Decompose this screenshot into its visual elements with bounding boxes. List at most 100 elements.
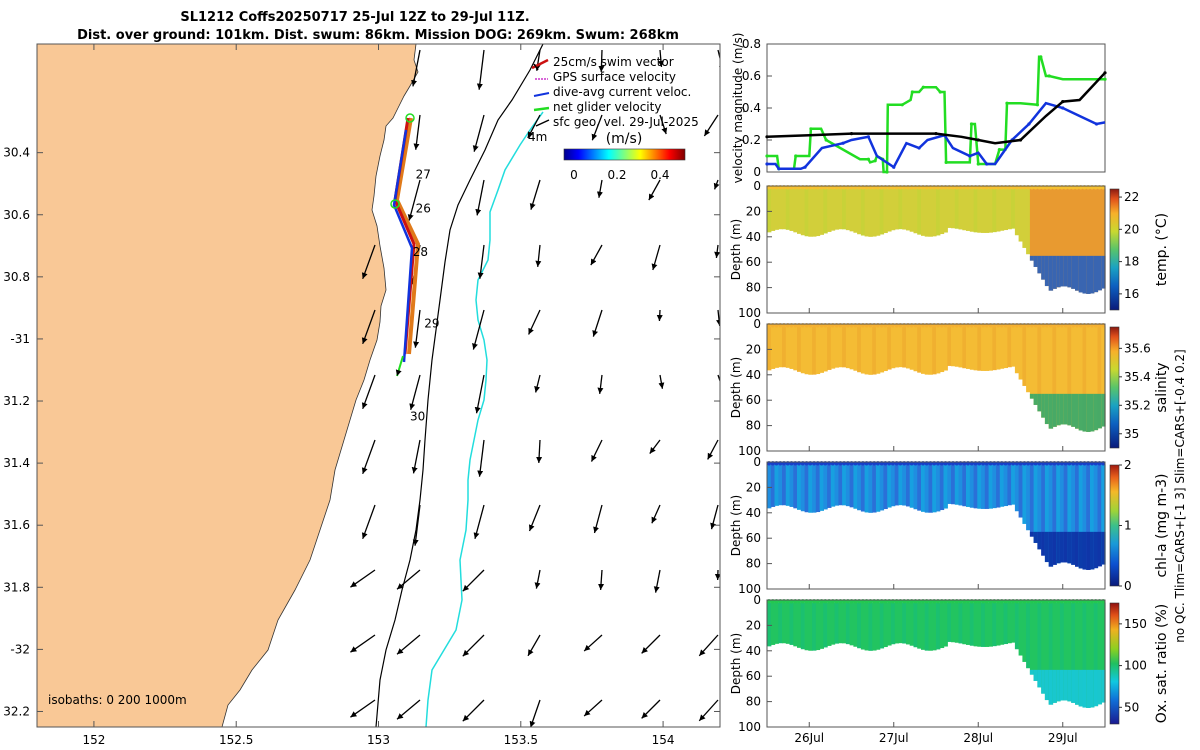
geo-velocity-arrow [476,49,485,90]
geo-velocity-arrow [407,179,421,221]
section-strip [778,188,783,230]
section-deep-strip [1075,255,1080,291]
section-strip [797,602,802,648]
section-deep-strip [1048,255,1054,291]
geo-velocity-arrow [396,699,421,720]
section-deep-strip [1082,255,1087,294]
section-strip [977,602,982,647]
section-strip [898,464,903,506]
section-deep-strip [1044,531,1050,563]
section-strip [996,464,1001,508]
section-strip [1033,326,1038,405]
section-strip [1029,602,1035,675]
colorbar-label: temp. (°C) [1154,213,1170,286]
section-strip [1022,602,1027,662]
section-strip [890,188,896,231]
section-strip [969,464,975,508]
section-deep-strip [1056,669,1061,702]
section-strip [1052,464,1057,565]
section-strip [868,326,873,375]
section-strip [823,464,828,510]
section-strip [928,188,933,237]
section-strip [917,188,922,235]
velocity-point [976,162,980,166]
section-deep-strip [1101,255,1106,289]
section-deep-strip [1041,531,1046,556]
section-strip [778,464,783,506]
section-strip [830,602,836,645]
velocity-series-line [767,101,1106,171]
section-strip [793,326,798,371]
section-strip [849,464,854,508]
section-strip [966,326,971,369]
section-strip [1044,464,1050,563]
section-strip [770,326,776,369]
section-strip [838,326,843,368]
section-strip [838,464,843,506]
section-deep-strip [1041,255,1046,280]
section-strip [1056,188,1061,288]
geo-velocity-arrow [658,374,665,389]
section-strip [962,188,967,231]
velocity-panel: 0 0.2 0.4 0.6 0.8 velocity magnitude (m/s) [731,33,1107,183]
section-strip [815,326,821,375]
section-strip [872,602,877,651]
section-strip [845,326,851,369]
section-strip [834,188,839,230]
section-strip [1086,188,1091,294]
section-deep-strip [1075,669,1080,705]
section-deep-strip [1033,531,1038,543]
section-strip [1014,188,1020,236]
section-strip [887,602,892,646]
colorbar-units: (m/s) [606,131,643,147]
section-frame [766,185,1106,314]
section-strip [977,326,982,371]
geo-velocity-arrow [350,634,376,653]
velocity-series-line [767,55,1105,174]
section-strip [823,602,828,648]
section-strip [1075,602,1080,705]
section-strip [827,326,832,370]
section-strip [800,188,806,236]
map-xtick-label: 153 [367,733,390,747]
section-strip [943,602,948,647]
velocity-point [1018,138,1023,142]
map-ytick-label: 31.4 [3,456,30,470]
section-deep-strip [1082,669,1087,708]
section-strip [984,464,990,509]
geo-velocity-arrow [591,114,603,141]
section-ytick-label: 80 [746,419,761,433]
colorbar-tick-label: 50 [1124,700,1139,714]
section-strip [800,602,806,650]
velocity-point [944,160,948,164]
section-strip [1067,464,1072,564]
velocity-point [866,135,871,139]
geo-velocity-arrow [653,569,661,593]
section-strip [1033,188,1038,267]
section-strip [1097,602,1102,705]
geo-velocity-arrow [411,49,421,87]
section-strip [984,188,990,233]
velocity-point [866,157,871,161]
section-strip [999,602,1005,645]
section-strip [962,326,967,369]
geo-velocity-arrow [597,374,604,394]
section-strip [1048,188,1054,291]
geo-velocity-arrow [713,179,720,190]
section-strip [890,602,896,645]
section-strip [872,188,877,237]
geo-velocity-arrow [590,244,603,266]
velocity-point [968,154,972,158]
section-strip [954,188,960,229]
section-strip [954,326,960,367]
section-strip [782,602,787,644]
section-strip [939,602,945,649]
section-strip [906,602,911,645]
geo-velocity-arrow [651,244,661,271]
section-strip [894,602,900,644]
section-ylabel: Depth (m) [729,495,743,556]
section-strip [834,602,839,644]
section-deep-strip [1086,393,1091,432]
velocity-point [794,154,798,158]
